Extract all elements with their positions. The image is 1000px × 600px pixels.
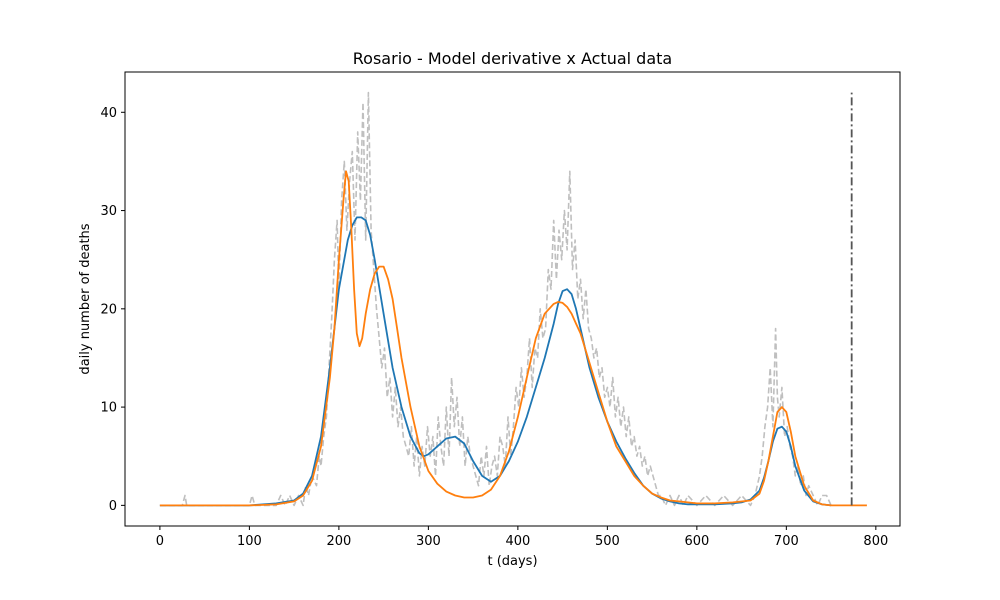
x-tick-label: 0 [156,534,164,549]
x-axis-label: t (days) [487,554,537,569]
y-tick-label: 40 [100,106,117,121]
y-tick-label: 20 [100,302,117,317]
series-line-3 [159,170,867,507]
y-tick-label: 0 [109,499,117,514]
x-tick-label: 700 [774,534,799,549]
chart-title: Rosario - Model derivative x Actual data [353,49,672,68]
plot-area-frame [124,71,901,527]
y-tick-label: 30 [100,204,117,219]
series-layer [159,91,867,507]
x-tick-label: 600 [684,534,709,549]
y-tick-label: 10 [100,401,117,416]
y-axis-label: daily number of deaths [78,223,93,374]
series-line-1 [159,91,832,507]
series-line-2 [159,216,832,507]
x-tick-label: 200 [326,534,351,549]
x-tick-label: 300 [416,534,441,549]
x-tick-label: 800 [863,534,888,549]
x-tick-label: 400 [505,534,530,549]
y-ticks: 0 10 20 30 40 [100,106,125,514]
x-tick-label: 500 [595,534,620,549]
x-tick-label: 100 [237,534,262,549]
x-ticks: 0 100 200 300 400 500 600 700 800 [156,526,888,549]
